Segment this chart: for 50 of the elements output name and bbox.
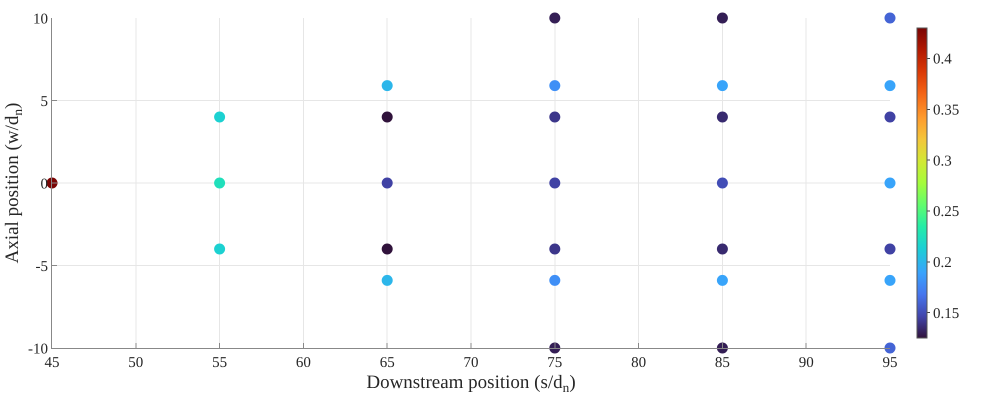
point bbox=[716, 244, 728, 254]
point bbox=[884, 274, 896, 286]
point bbox=[549, 178, 560, 188]
point bbox=[716, 80, 728, 92]
point bbox=[382, 80, 393, 92]
point bbox=[549, 274, 560, 286]
point bbox=[214, 112, 226, 122]
point bbox=[382, 244, 393, 254]
point bbox=[716, 112, 728, 122]
point bbox=[884, 12, 896, 24]
x-tick-label: 75 bbox=[547, 355, 562, 371]
point bbox=[549, 244, 560, 254]
point bbox=[884, 342, 896, 354]
color-bar-label: 0.4 bbox=[933, 52, 952, 68]
point bbox=[716, 274, 728, 286]
x-tick-label: 60 bbox=[296, 355, 311, 371]
x-axis-title: Downstream position (s/d$_{n}$) bbox=[366, 372, 576, 395]
point bbox=[884, 178, 896, 188]
x-tick-label: 85 bbox=[714, 355, 730, 371]
point bbox=[549, 112, 560, 122]
point bbox=[382, 112, 393, 122]
x-tick-label: 45 bbox=[44, 355, 60, 371]
point bbox=[382, 178, 393, 188]
color-bar-label: 0.25 bbox=[933, 204, 960, 220]
x-tick-label: 95 bbox=[882, 355, 898, 371]
x-tick-label: 65 bbox=[380, 355, 395, 371]
point bbox=[716, 12, 728, 24]
point bbox=[549, 12, 560, 24]
point bbox=[884, 80, 896, 92]
point bbox=[884, 112, 896, 122]
y-tick-label: -10 bbox=[28, 341, 48, 358]
point bbox=[884, 244, 896, 254]
y-tick-label: -5 bbox=[36, 258, 48, 275]
point bbox=[214, 178, 226, 188]
x-tick-label: 70 bbox=[464, 355, 478, 371]
y-tick-label: 10 bbox=[33, 11, 48, 28]
x-tick-label: 55 bbox=[212, 355, 228, 371]
point bbox=[549, 80, 560, 92]
point bbox=[214, 244, 226, 254]
y-tick-label: 5 bbox=[40, 94, 48, 110]
color-bar-label: 0.2 bbox=[933, 255, 952, 272]
x-tick-label: 50 bbox=[128, 355, 144, 371]
x-tick-label: 90 bbox=[798, 355, 814, 371]
color-bar-label: 0.3 bbox=[933, 153, 952, 170]
color-bar-label: 0.35 bbox=[933, 102, 960, 119]
point bbox=[716, 178, 728, 188]
point bbox=[382, 274, 393, 286]
x-tick-label: 80 bbox=[631, 355, 646, 371]
y-tick-label: 0 bbox=[40, 176, 48, 192]
color-bar-label: 0.15 bbox=[933, 306, 960, 322]
